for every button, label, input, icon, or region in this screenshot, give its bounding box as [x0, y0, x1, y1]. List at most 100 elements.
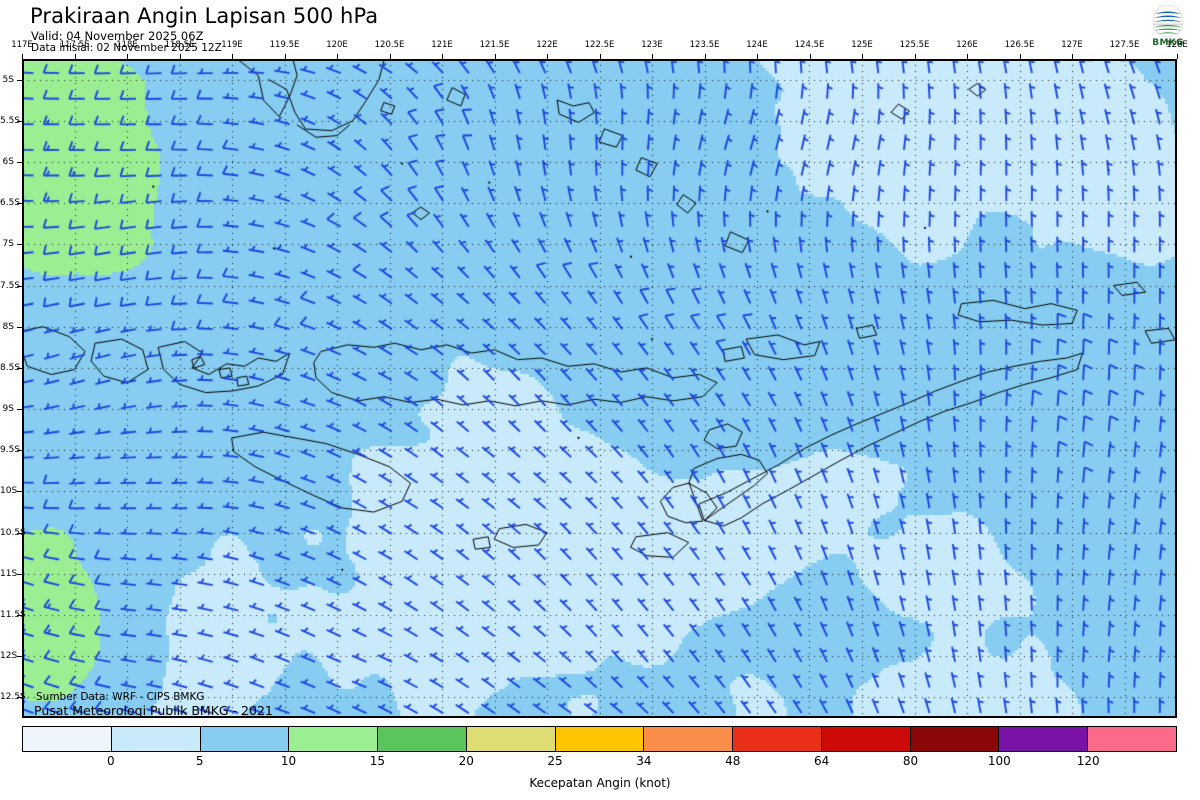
x-axis-tick-mark [1072, 54, 1073, 59]
y-axis-tick-mark [17, 450, 22, 452]
wind-field-canvas[interactable] [22, 59, 1177, 718]
x-axis-tick-mark [547, 54, 548, 59]
y-axis-tick-label: 9S [2, 404, 14, 415]
colorbar-tick-label: 10 [280, 754, 297, 768]
x-axis-tick-label: 118.5E [164, 40, 195, 50]
valid-time-label: Valid: 04 November 2025 06Z [31, 29, 204, 43]
x-axis-tick-mark [22, 54, 23, 59]
x-axis-tick-mark [809, 54, 811, 59]
y-axis-tick-label: 10.5S [0, 527, 26, 538]
colorbar-tick-label: 48 [725, 754, 741, 768]
y-axis-tick-label: 12S [0, 651, 18, 662]
colorbar-tick-label: 5 [195, 754, 204, 768]
x-axis-tick-label: 125E [851, 40, 873, 50]
y-axis-tick-label: 8.5S [0, 362, 21, 373]
x-axis-tick-mark [337, 54, 338, 59]
colorbar[interactable] [22, 726, 1177, 752]
x-axis-tick-label: 117E [11, 40, 33, 50]
y-axis-tick-label: 10S [0, 486, 18, 497]
x-axis-tick-label: 127E [1061, 40, 1083, 50]
x-axis-tick-label: 118E [116, 40, 138, 50]
y-axis-tick-mark [17, 697, 22, 699]
y-axis-tick-label: 6.5S [0, 198, 21, 209]
y-axis-tick-label: 7.5S [0, 280, 21, 291]
x-axis-tick-mark [967, 54, 968, 59]
y-axis-tick-label: 6S [2, 156, 14, 167]
y-axis-tick-mark [17, 409, 22, 411]
x-axis-tick-label: 119E [221, 40, 243, 50]
x-axis-tick-label: 126E [956, 40, 978, 50]
colorbar-segment[interactable] [200, 727, 290, 751]
y-axis-tick-mark [17, 203, 22, 205]
colorbar-tick-label: 0 [107, 754, 115, 768]
x-axis-tick-mark [232, 54, 233, 59]
x-axis-tick-label: 125.5E [899, 40, 930, 50]
x-axis-tick-label: 120E [326, 40, 348, 50]
colorbar-segment[interactable] [555, 727, 645, 751]
x-axis-tick-mark [179, 54, 181, 59]
map-plot-area[interactable] [22, 59, 1177, 718]
y-axis-tick-label: 5S [2, 74, 14, 85]
colorbar-segment[interactable] [23, 727, 112, 751]
x-axis-tick-label: 122.5E [584, 40, 615, 50]
y-axis-tick-mark [17, 244, 22, 246]
colorbar-segment[interactable] [466, 727, 556, 751]
colorbar-tick-label: 120 [1076, 754, 1100, 768]
x-axis-tick-label: 121.5E [479, 40, 510, 50]
colorbar-segment[interactable] [1088, 727, 1176, 751]
y-axis-tick-mark [17, 161, 22, 163]
x-axis-tick-mark [74, 54, 76, 59]
colorbar-segment[interactable] [644, 727, 734, 751]
x-axis-tick-mark [1124, 54, 1126, 59]
x-axis-tick-mark [389, 54, 391, 59]
x-axis-tick-mark [652, 54, 653, 59]
y-axis-tick-mark [17, 615, 22, 617]
y-axis-tick-label: 5.5S [0, 115, 21, 126]
colorbar-tick-label: 25 [547, 754, 563, 768]
initial-data-label: Data inisial: 02 November 2025 12Z [31, 42, 222, 54]
x-axis-tick-mark [862, 54, 863, 59]
owner-label: Pusat Meteorologi Publik BMKG - 2021 [34, 703, 273, 718]
colorbar-segment[interactable] [289, 727, 379, 751]
y-axis-tick-mark [17, 367, 22, 369]
bmkg-logo-caption: BMKG [1152, 38, 1184, 48]
colorbar-tick-label: 100 [987, 754, 1011, 768]
x-axis-tick-mark [442, 54, 443, 59]
colorbar-segment[interactable] [733, 727, 822, 751]
x-axis-tick-mark [914, 54, 916, 59]
x-axis-tick-label: 119.5E [269, 40, 300, 50]
colorbar-segment[interactable] [910, 727, 1000, 751]
bmkg-emblem-icon [1152, 5, 1184, 38]
x-axis-tick-mark [1019, 54, 1021, 59]
y-axis-tick-label: 8S [2, 321, 14, 332]
y-axis-tick-mark [17, 491, 22, 493]
y-axis-tick-mark [17, 656, 22, 658]
y-axis-tick-mark [17, 326, 22, 328]
colorbar-segment[interactable] [111, 727, 201, 751]
x-axis-tick-mark [494, 54, 496, 59]
colorbar-title: Kecepatan Angin (knot) [529, 776, 671, 790]
x-axis-tick-mark [284, 54, 286, 59]
colorbar-tick-label: 15 [369, 754, 386, 768]
x-axis-tick-mark [127, 54, 128, 59]
page-title: Prakiraan Angin Lapisan 500 hPa [30, 4, 379, 28]
x-axis-tick-label: 123E [641, 40, 663, 50]
colorbar-tick-label: 64 [813, 754, 830, 768]
x-axis-tick-label: 123.5E [689, 40, 720, 50]
x-axis-tick-label: 124E [746, 40, 768, 50]
y-axis-tick-label: 9.5S [0, 445, 21, 456]
colorbar-segment[interactable] [821, 727, 911, 751]
y-axis-tick-label: 7S [2, 239, 14, 250]
x-axis-tick-mark [599, 54, 601, 59]
y-axis-tick-mark [17, 573, 22, 575]
data-source-label: Sumber Data: WRF - CIPS BMKG [36, 691, 205, 703]
colorbar-segment[interactable] [999, 727, 1089, 751]
x-axis-tick-label: 126.5E [1004, 40, 1035, 50]
colorbar-tick-label: 20 [458, 754, 474, 768]
y-axis-tick-label: 11S [0, 568, 18, 579]
y-axis-tick-label: 11.5S [0, 610, 26, 621]
y-axis-tick-mark [17, 285, 22, 287]
x-axis-tick-label: 128E [1166, 40, 1188, 50]
y-axis-tick-mark [17, 120, 22, 122]
colorbar-segment[interactable] [378, 727, 467, 751]
